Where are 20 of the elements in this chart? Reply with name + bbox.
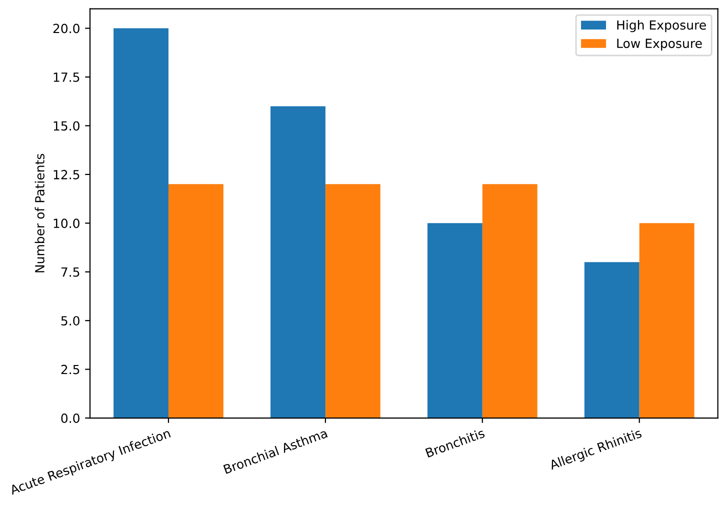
y-tick-label: 12.5	[54, 170, 80, 180]
y-tick-label: 2.5	[61, 364, 80, 374]
bar	[270, 106, 326, 418]
y-tick-label: 15.0	[54, 121, 80, 131]
y-tick-label: 20.0	[53, 24, 80, 34]
legend-label: Low Exposure	[617, 38, 702, 50]
y-tick-label: 5.0	[61, 316, 80, 326]
bar	[482, 184, 538, 418]
bar	[168, 184, 224, 418]
y-tick-label: 7.5	[61, 268, 80, 277]
y-axis-title: Number of Patients	[34, 154, 44, 272]
bar	[114, 28, 168, 418]
y-tick-label: 17.5	[54, 72, 80, 82]
bar	[584, 262, 640, 418]
bar	[639, 223, 694, 418]
y-tick-label: 0.0	[61, 414, 80, 423]
bar	[325, 184, 380, 418]
bar	[427, 223, 482, 418]
y-tick-label: 10.0	[54, 218, 80, 228]
legend-label: High Exposure	[617, 20, 706, 32]
